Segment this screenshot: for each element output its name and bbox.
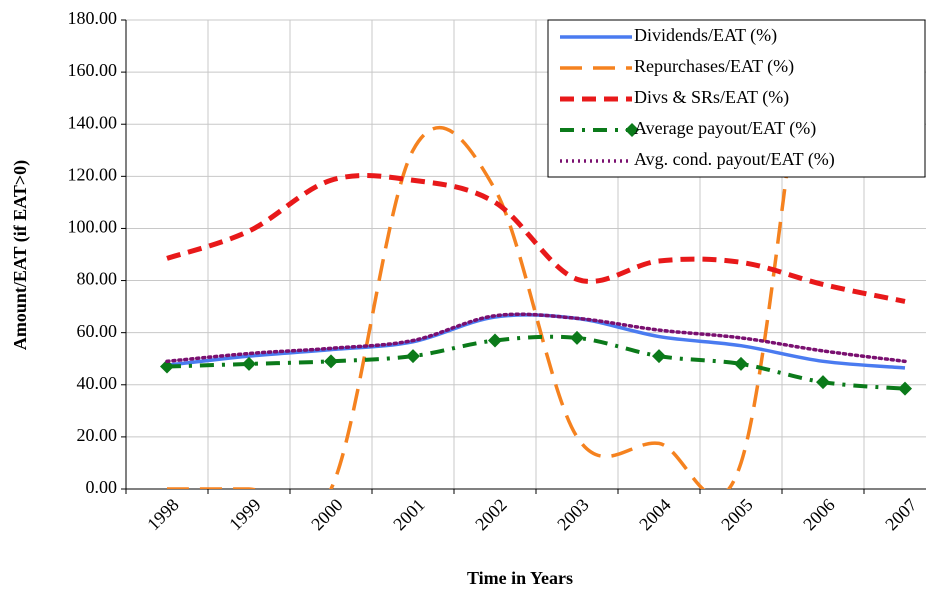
x-tick-label: 1998 bbox=[143, 495, 183, 535]
point-marker bbox=[160, 359, 174, 374]
y-tick-label: 180.00 bbox=[68, 8, 118, 28]
y-tick-label: 140.00 bbox=[68, 112, 118, 132]
y-tick-label: 60.00 bbox=[77, 321, 118, 341]
x-tick-label: 2001 bbox=[389, 495, 429, 535]
point-marker bbox=[406, 349, 420, 364]
y-tick-label: 20.00 bbox=[77, 425, 118, 445]
series-line bbox=[166, 334, 906, 391]
x-tick-label: 2002 bbox=[471, 495, 511, 535]
y-tick-label: 160.00 bbox=[68, 60, 118, 80]
x-tick-label: 2007 bbox=[881, 495, 921, 535]
point-marker bbox=[570, 330, 584, 345]
y-tick-label: 120.00 bbox=[68, 164, 118, 184]
point-marker bbox=[488, 333, 502, 348]
series-line bbox=[165, 312, 907, 364]
legend-label: Avg. cond. payout/EAT (%) bbox=[634, 149, 835, 170]
point-marker bbox=[898, 381, 912, 396]
plot-area bbox=[160, 20, 912, 489]
y-tick-label: 40.00 bbox=[77, 373, 118, 393]
legend-label: Divs & SRs/EAT (%) bbox=[634, 87, 789, 108]
point-marker bbox=[242, 356, 256, 371]
legend-marker bbox=[625, 123, 639, 137]
x-tick-label: 2004 bbox=[635, 495, 675, 535]
x-tick-label: 1999 bbox=[225, 495, 265, 535]
y-tick-label: 80.00 bbox=[77, 269, 118, 289]
x-tick-label: 2006 bbox=[799, 495, 839, 535]
point-marker bbox=[652, 349, 666, 364]
x-tick-label: 2000 bbox=[307, 495, 347, 535]
point-marker bbox=[734, 356, 748, 371]
y-axis-label: Amount/EAT (if EAT>0) bbox=[10, 160, 31, 350]
x-axis-label: Time in Years bbox=[467, 568, 573, 588]
series-line bbox=[166, 173, 906, 304]
y-tick-label: 0.00 bbox=[86, 477, 118, 497]
legend-label: Average payout/EAT (%) bbox=[634, 118, 816, 139]
point-marker bbox=[816, 375, 830, 390]
x-tick-label: 2003 bbox=[553, 495, 593, 535]
legend-label: Repurchases/EAT (%) bbox=[634, 56, 794, 77]
x-tick-label: 2005 bbox=[717, 495, 757, 535]
y-tick-label: 100.00 bbox=[68, 217, 118, 237]
legend-label: Dividends/EAT (%) bbox=[634, 25, 777, 46]
point-marker bbox=[324, 354, 338, 369]
